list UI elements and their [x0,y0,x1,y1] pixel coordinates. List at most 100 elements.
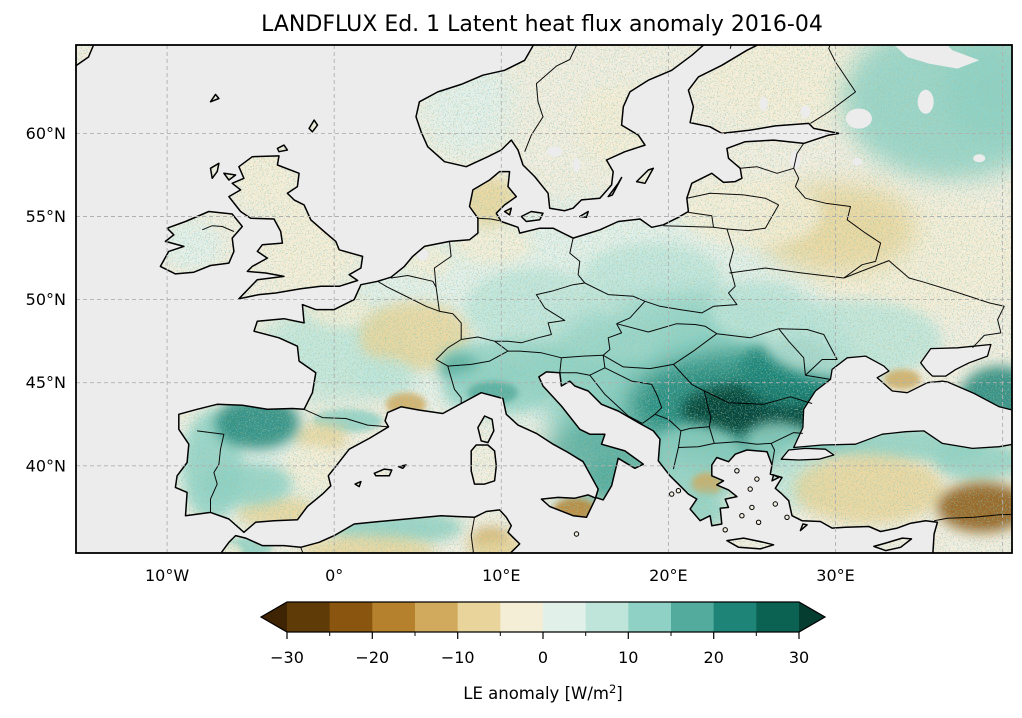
country-border [688,211,714,228]
country-border [843,260,1005,349]
lake [573,158,580,172]
colorbar-tick-label: 10 [618,648,638,667]
coastline [228,155,364,300]
colorbar-label-exponent: 2 [609,682,616,696]
colorbar-tick-label: −20 [355,648,389,667]
coastline [470,444,498,485]
coastline [209,93,220,103]
country-border [704,390,813,405]
colorbar-segment [756,602,800,632]
country-border [604,367,652,385]
country-border [494,282,585,344]
small-island [784,514,790,520]
country-border [686,192,779,206]
country-border [377,280,462,340]
country-border [714,432,803,445]
coastline [503,207,513,216]
small-island [755,519,762,525]
small-island [722,527,728,533]
small-island [754,476,760,482]
country-border [713,228,738,307]
small-island [739,513,745,519]
colorbar-segment [543,602,587,632]
coastline [607,176,623,198]
white-sea [894,45,980,69]
coastline [276,144,289,153]
country-border [740,166,794,174]
coastline [726,537,775,550]
country-border [303,408,389,428]
colorbar-segment [500,602,544,632]
coastline [415,45,705,212]
country-border [778,328,838,376]
country-border [602,323,623,356]
coastline [76,45,95,67]
coastline [159,210,244,275]
x-tick-label: 20°E [649,566,687,585]
colorbar: −30 −20 −10 0 10 20 30 LE anomaly [W/m2] [259,601,827,703]
colorbar-segment [372,602,416,632]
plot-frame [75,44,1013,554]
coastline [308,119,319,133]
country-border [729,267,844,279]
y-tick-label: 60°N [26,124,66,143]
country-border [673,333,718,365]
coastline [799,523,808,532]
country-border [726,204,780,232]
country-border [616,300,646,325]
y-tick-label: 50°N [26,290,66,309]
lake [852,157,863,166]
small-island [675,488,682,494]
small-island [573,531,580,537]
country-border [793,168,806,199]
sea-of-marmara [780,447,835,461]
colorbar-segment [457,602,501,632]
coastline [397,464,407,470]
country-border [559,357,562,373]
country-border [704,325,779,339]
colorbar-tick-label: 20 [704,648,724,667]
country-border [934,513,1012,522]
colorbar-tick-label: 30 [789,648,809,667]
coastline [174,45,939,553]
country-border [708,426,715,444]
coastline [477,415,495,444]
country-border [770,443,775,466]
x-tick-label: 0° [325,566,343,585]
colorbar-segment [329,602,373,632]
colorbar-label-suffix: ] [616,684,622,703]
colorbar-segment [415,602,459,632]
x-tick-label: 10°E [482,566,520,585]
country-border [778,328,806,376]
coastline [771,474,780,482]
small-island [749,504,755,511]
colorbar-segment [671,602,715,632]
x-tick-label: 30°E [816,566,854,585]
country-border [729,45,732,49]
lake [546,146,563,157]
country-border [703,390,712,427]
coastline [354,480,362,488]
small-island [772,501,778,507]
country-border [663,225,727,230]
coastline [220,509,521,553]
coastline [540,494,597,519]
country-border [589,374,643,424]
colorbar-tick-label: −30 [270,648,304,667]
sea-of-azov [920,343,992,377]
colorbar-segment [628,602,672,632]
country-border [300,547,304,553]
black-sea [793,355,1012,450]
colorbar-segment [287,602,331,632]
country-border [805,374,831,380]
lake [917,89,934,114]
coastline [209,162,220,180]
x-tick-label: 10°W [145,566,189,585]
coastline [373,468,393,477]
coastline [635,167,655,185]
colorbar-tick-label: −10 [441,648,475,667]
colorbar-segment [713,602,757,632]
country-border [524,45,578,152]
country-border [642,384,663,424]
country-border [616,323,706,333]
